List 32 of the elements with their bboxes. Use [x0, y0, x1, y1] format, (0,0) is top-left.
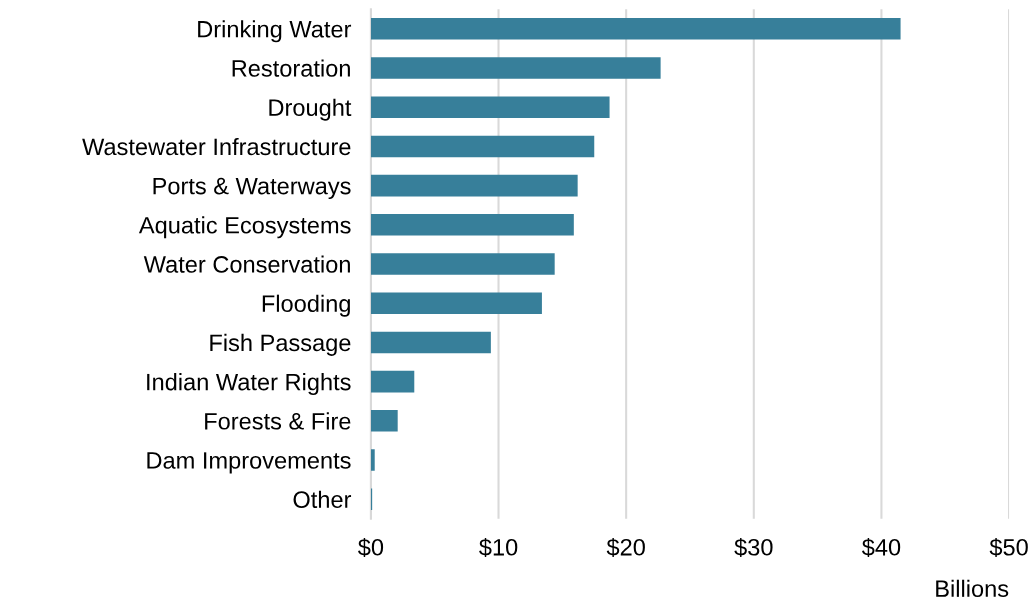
y-tick-label: Indian Water Rights — [147, 373, 351, 396]
bar — [370, 18, 901, 40]
y-tick-label: Restoration — [232, 59, 350, 77]
y-tick-label: Ports & Waterways — [153, 177, 351, 200]
x-tick-label: $20 — [606, 537, 645, 558]
x-axis-title: Billions — [936, 579, 1009, 598]
bar — [370, 214, 574, 236]
bar — [370, 370, 415, 393]
bar — [370, 57, 661, 79]
x-tick-label: $40 — [861, 537, 901, 558]
bar — [370, 253, 555, 275]
y-tick-label: Water Conservation — [143, 255, 350, 273]
bar — [370, 449, 375, 471]
y-tick-label: Dam Improvements — [147, 452, 351, 474]
y-tick-label: Other — [293, 490, 352, 509]
bar — [370, 331, 491, 354]
x-tick-label: $30 — [734, 537, 773, 558]
y-tick-label: Fish Passage — [210, 333, 351, 356]
y-tick-label: Drought — [269, 98, 352, 121]
y-tick-label: Drinking Water — [198, 20, 352, 43]
x-tick-label: $0 — [358, 537, 384, 558]
y-tick-label: Flooding — [262, 294, 350, 317]
bar — [370, 292, 542, 314]
y-tick-label: Wastewater Infrastructure — [82, 137, 351, 156]
x-tick-label: $10 — [479, 537, 518, 558]
y-tick-label: Forests & Fire — [205, 412, 351, 430]
bar — [370, 410, 398, 432]
bar — [370, 96, 610, 118]
x-tick-label: $50 — [989, 537, 1028, 558]
y-tick-label: Aquatic Ecosystems — [138, 216, 351, 239]
bar — [370, 135, 595, 158]
bar — [370, 174, 578, 197]
